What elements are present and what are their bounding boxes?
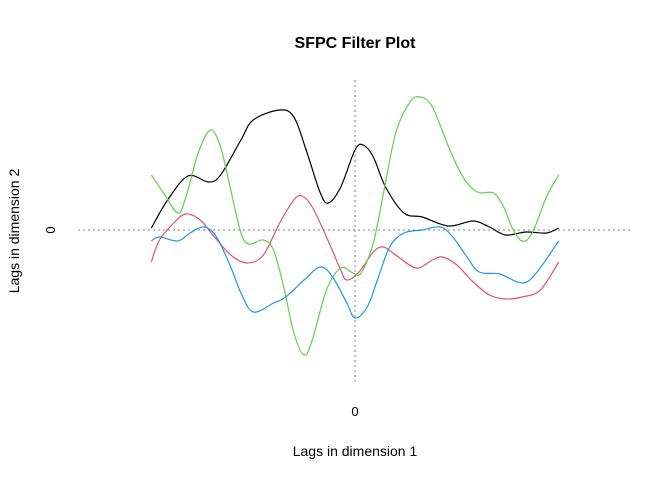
series-group (150, 95, 560, 356)
x-tick-label: 0 (351, 404, 358, 419)
y-tick-label: 0 (43, 226, 58, 233)
series-line-3 (150, 95, 560, 356)
series-line-1 (150, 109, 559, 236)
chart-title: SFPC Filter Plot (295, 35, 417, 52)
series-line-4 (151, 226, 560, 319)
y-axis-label: Lags in dimension 2 (6, 169, 22, 294)
series-line-2 (150, 194, 560, 300)
x-axis-label: Lags in dimension 1 (293, 443, 418, 459)
